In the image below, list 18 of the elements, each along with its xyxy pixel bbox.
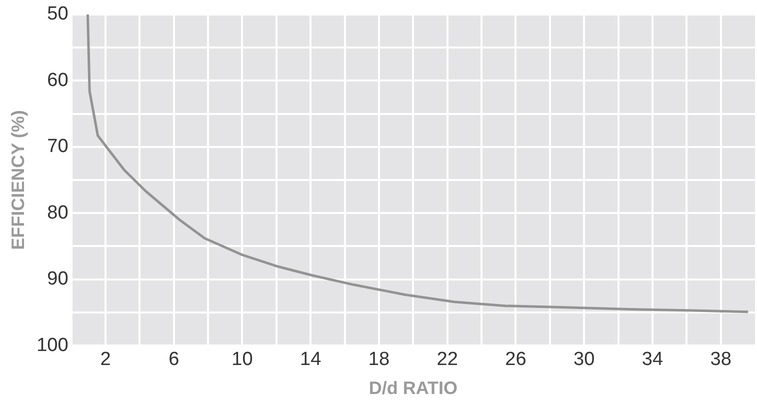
y-tick-label: 100 <box>36 334 68 356</box>
y-tick-label: 60 <box>47 70 68 91</box>
y-tick-label: 50 <box>47 4 68 25</box>
y-tick-label: 80 <box>47 202 68 224</box>
x-tick-label: 18 <box>368 349 390 370</box>
x-tick-label: 38 <box>710 349 732 370</box>
x-tick-label: 26 <box>505 349 526 370</box>
y-tick-label: 90 <box>47 268 68 290</box>
x-tick-label: 30 <box>574 349 595 370</box>
x-tick-label: 14 <box>300 349 322 370</box>
x-tick-label: 34 <box>642 349 664 370</box>
x-tick-label: 2 <box>100 349 111 370</box>
x-tick-label: 10 <box>232 349 253 370</box>
y-axis-title: EFFICIENCY (%) <box>8 110 28 250</box>
x-axis-title: D/d RATIO <box>368 378 458 398</box>
x-tick-label: 6 <box>168 349 180 370</box>
y-tick-label: 70 <box>47 136 68 158</box>
x-tick-label: 22 <box>436 349 458 370</box>
